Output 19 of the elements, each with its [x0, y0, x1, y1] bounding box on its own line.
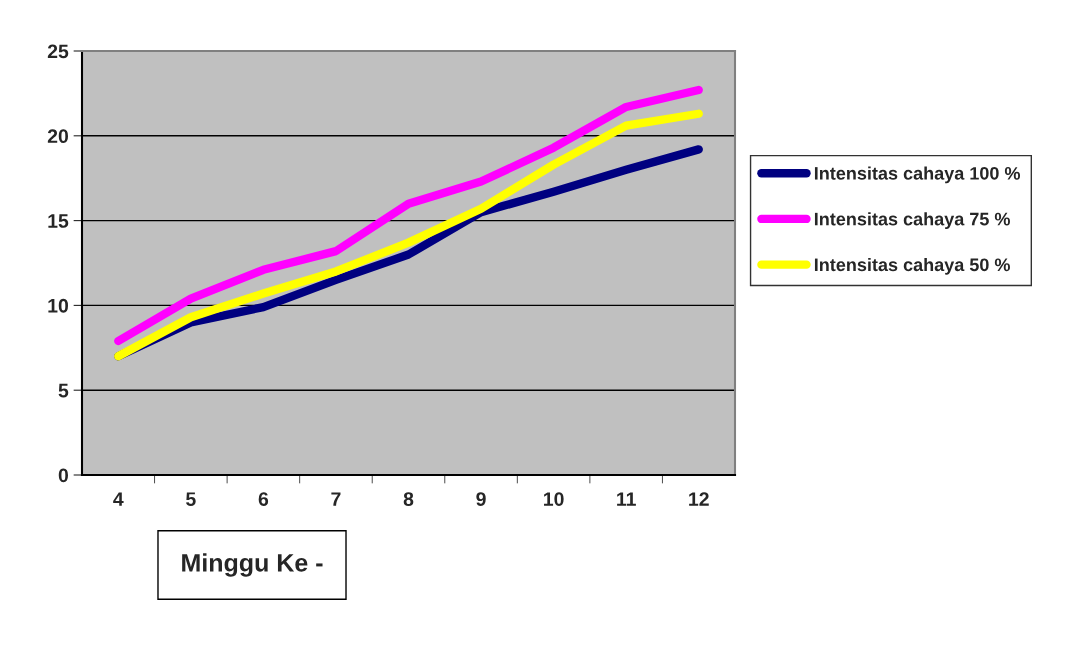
x-tick-label: 12	[689, 492, 709, 506]
x-tick-label: 8	[403, 492, 414, 506]
y-tick-label: 25	[47, 44, 69, 59]
x-tick-label: 9	[476, 492, 486, 506]
x-tick-label: 5	[186, 492, 196, 506]
y-tick-label: 15	[48, 214, 69, 228]
y-tick-label: 10	[48, 298, 69, 313]
x-axis-title: Minggu Ke -	[182, 553, 323, 577]
y-tick-label: 5	[58, 383, 69, 398]
legend-label: Intensitas cahaya 50 %	[814, 257, 1010, 275]
y-tick-label: 0	[58, 468, 69, 483]
x-tick-label: 7	[331, 492, 341, 506]
x-tick-label: 11	[617, 492, 636, 506]
x-tick-label: 6	[258, 492, 269, 506]
legend-label: Intensitas cahaya 100 %	[814, 166, 1021, 184]
legend-label: Intensitas cahaya 75 %	[814, 212, 1010, 230]
y-tick-label: 20	[47, 129, 69, 144]
x-tick-label: 4	[113, 492, 124, 506]
x-tick-label: 10	[544, 492, 564, 506]
